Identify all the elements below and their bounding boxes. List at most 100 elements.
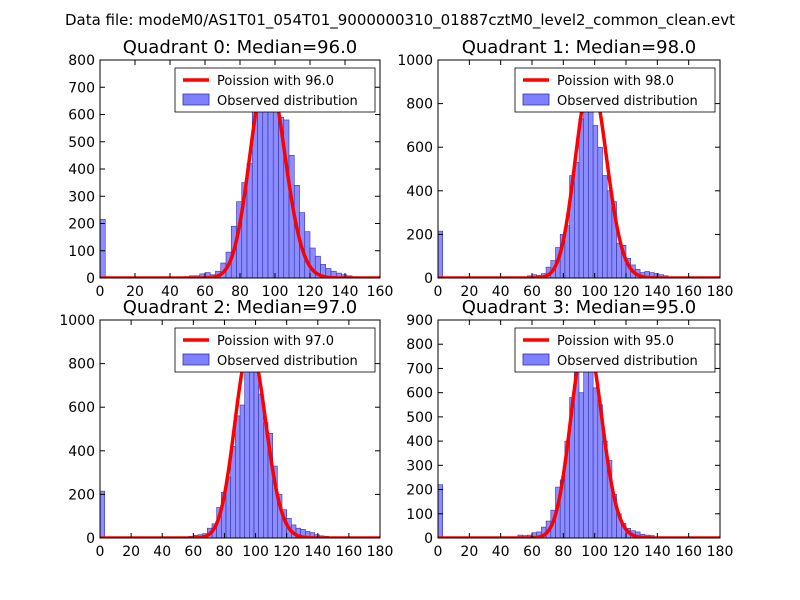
x-tick-label: 160 bbox=[367, 284, 394, 300]
chart-panel-3: Quadrant 3: Median=95.0 0 20 40 60 80 100 120 14… bbox=[406, 297, 733, 560]
histogram-bar bbox=[592, 125, 599, 278]
x-tick-label: 40 bbox=[161, 284, 179, 300]
x-tick-label: 180 bbox=[367, 544, 394, 560]
x-tick-label: 120 bbox=[613, 284, 640, 300]
plot-area bbox=[100, 344, 380, 538]
y-tick-label: 200 bbox=[68, 217, 95, 233]
x-tick-label: 40 bbox=[153, 544, 171, 560]
axes-frame bbox=[99, 319, 381, 539]
x-tick-label: 100 bbox=[581, 284, 608, 300]
x-tick-label: 0 bbox=[434, 284, 443, 300]
histogram-bar bbox=[438, 484, 443, 538]
x-tick-label: 160 bbox=[675, 284, 702, 300]
y-tick-label: 100 bbox=[406, 507, 433, 523]
x-tick-label: 0 bbox=[434, 544, 443, 560]
chart-title: Quadrant 3: Median=95.0 bbox=[462, 297, 697, 318]
y-tick-label: 200 bbox=[406, 483, 433, 499]
y-tick-label: 600 bbox=[68, 108, 95, 124]
plot-area bbox=[438, 77, 720, 278]
y-tick-label: 500 bbox=[68, 135, 95, 151]
histogram-bar bbox=[262, 86, 269, 278]
histogram-bar bbox=[602, 175, 608, 278]
y-tick-label: 400 bbox=[406, 434, 433, 450]
x-tick-label: 140 bbox=[332, 284, 359, 300]
x-tick-label: 120 bbox=[297, 284, 324, 300]
x-tick-label: 80 bbox=[216, 544, 234, 560]
chart-panel-2: Quadrant 2: Median=97.0 0 20 40 60 80 100 120 14… bbox=[59, 297, 393, 560]
legend-curve-label: Poission with 96.0 bbox=[217, 74, 334, 89]
histogram-bar bbox=[438, 230, 443, 278]
x-tick-label: 80 bbox=[231, 284, 249, 300]
y-tick-label: 300 bbox=[406, 458, 433, 474]
y-tick-label: 800 bbox=[406, 337, 433, 353]
x-tick-label: 20 bbox=[460, 544, 478, 560]
x-tick-label: 160 bbox=[336, 544, 363, 560]
x-tick-label: 0 bbox=[96, 284, 105, 300]
histogram-bar bbox=[606, 190, 613, 278]
y-tick-label: 0 bbox=[424, 531, 433, 547]
legend-curve-label: Poission with 95.0 bbox=[557, 334, 674, 349]
x-tick-label: 80 bbox=[554, 544, 572, 560]
legend: Poission with 96.0 Observed distribution bbox=[174, 67, 376, 113]
poisson-curve bbox=[100, 344, 380, 538]
x-tick-label: 100 bbox=[262, 284, 289, 300]
legend-curve-label: Poission with 98.0 bbox=[557, 74, 674, 89]
axes-frame bbox=[437, 319, 721, 539]
legend-bar-label: Observed distribution bbox=[557, 94, 698, 109]
y-tick-label: 200 bbox=[406, 227, 433, 243]
histogram-bar bbox=[597, 146, 603, 278]
figure-title: Data file: modeM0/AS1T01_054T01_90000003… bbox=[65, 11, 735, 30]
x-tick-label: 20 bbox=[122, 544, 140, 560]
legend-bar-label: Observed distribution bbox=[217, 354, 358, 369]
histogram-bar bbox=[592, 387, 599, 538]
x-tick-label: 140 bbox=[644, 284, 671, 300]
histogram-bar bbox=[258, 393, 264, 538]
x-tick-label: 180 bbox=[707, 284, 734, 300]
legend-bar-label: Observed distribution bbox=[217, 94, 358, 109]
y-tick-label: 400 bbox=[68, 444, 95, 460]
y-tick-label: 1000 bbox=[59, 313, 95, 329]
y-tick-label: 300 bbox=[68, 189, 95, 205]
x-tick-label: 100 bbox=[581, 544, 608, 560]
histogram-bar bbox=[583, 348, 589, 538]
y-tick-label: 600 bbox=[406, 386, 433, 402]
x-tick-label: 0 bbox=[96, 544, 105, 560]
histogram-bar bbox=[588, 107, 594, 278]
y-tick-label: 800 bbox=[68, 357, 95, 373]
x-tick-label: 40 bbox=[492, 284, 510, 300]
x-tick-label: 20 bbox=[126, 284, 144, 300]
histogram-bar bbox=[100, 219, 106, 278]
x-tick-label: 60 bbox=[196, 284, 214, 300]
y-tick-label: 200 bbox=[68, 487, 95, 503]
y-tick-label: 400 bbox=[406, 184, 433, 200]
y-tick-label: 800 bbox=[68, 53, 95, 69]
y-tick-label: 800 bbox=[406, 97, 433, 113]
chart-title: Quadrant 1: Median=98.0 bbox=[462, 37, 697, 58]
legend: Poission with 98.0 Observed distribution bbox=[514, 67, 716, 113]
chart-title: Quadrant 0: Median=96.0 bbox=[123, 37, 358, 58]
x-tick-label: 180 bbox=[707, 544, 734, 560]
plot-area bbox=[100, 68, 380, 278]
legend: Poission with 95.0 Observed distribution bbox=[514, 327, 716, 373]
x-tick-label: 160 bbox=[675, 544, 702, 560]
chart-title: Quadrant 2: Median=97.0 bbox=[123, 297, 358, 318]
histogram-bar bbox=[100, 490, 105, 538]
y-tick-label: 700 bbox=[406, 361, 433, 377]
chart-panel-0: Quadrant 0: Median=96.0 0 20 40 60 80 100 120 14… bbox=[68, 37, 393, 300]
y-tick-label: 600 bbox=[406, 140, 433, 156]
legend-bar-swatch bbox=[522, 353, 550, 366]
x-tick-label: 80 bbox=[554, 284, 572, 300]
legend-bar-label: Observed distribution bbox=[557, 354, 698, 369]
x-tick-label: 60 bbox=[184, 544, 202, 560]
x-tick-label: 120 bbox=[613, 544, 640, 560]
x-tick-label: 60 bbox=[523, 544, 541, 560]
x-tick-label: 60 bbox=[523, 284, 541, 300]
histogram-bar bbox=[244, 345, 250, 538]
legend-bar-swatch bbox=[182, 93, 210, 106]
poisson-curve bbox=[438, 77, 720, 278]
histogram-bar bbox=[253, 363, 259, 538]
histogram-bar bbox=[573, 162, 580, 278]
x-tick-label: 120 bbox=[273, 544, 300, 560]
x-tick-label: 140 bbox=[304, 544, 331, 560]
y-tick-label: 0 bbox=[86, 271, 95, 287]
